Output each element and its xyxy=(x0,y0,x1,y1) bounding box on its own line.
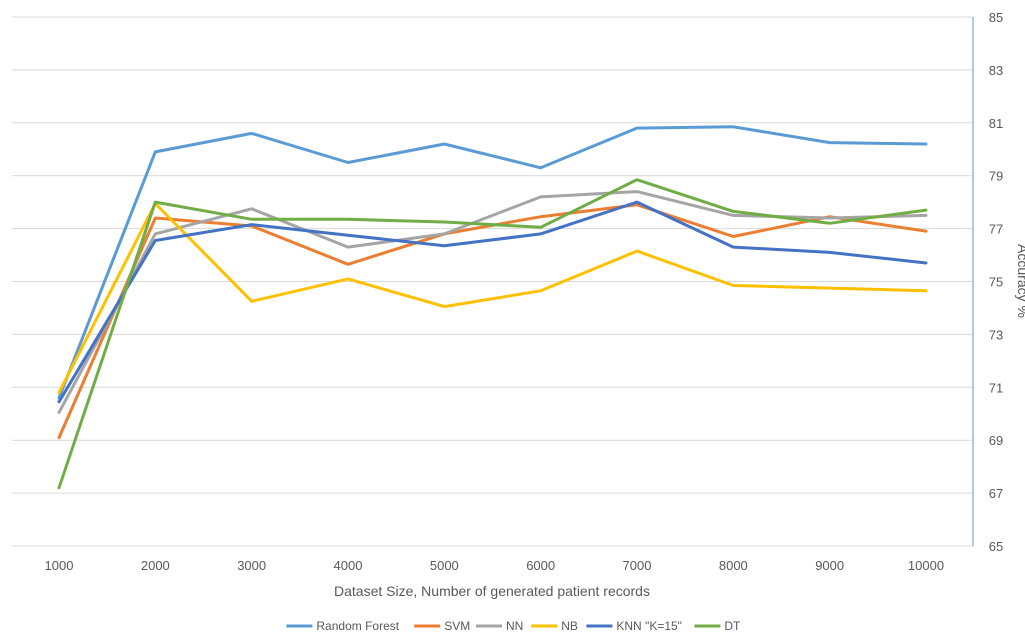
y-tick-labels: 65 67 69 71 73 75 77 79 81 83 85 xyxy=(989,10,1003,554)
y-tick-label: 73 xyxy=(989,327,1003,342)
legend-label: KNN "K=15" xyxy=(616,619,682,633)
y-tick-label: 85 xyxy=(989,10,1003,25)
legend-item: SVM xyxy=(414,619,470,633)
legend-item: Random Forest xyxy=(286,619,400,633)
x-tick-labels: 1000 2000 3000 4000 5000 6000 7000 8000 9000 1000… xyxy=(45,558,945,573)
y-tick-label: 75 xyxy=(989,275,1003,290)
x-tick-label: 7000 xyxy=(623,558,652,573)
x-tick-label: 1000 xyxy=(45,558,74,573)
x-axis-title: Dataset Size, Number of generated patien… xyxy=(334,583,650,599)
legend-item: NN xyxy=(476,619,523,633)
legend-label: NB xyxy=(561,619,578,633)
y-tick-label: 77 xyxy=(989,222,1003,237)
y-tick-label: 67 xyxy=(989,486,1003,501)
series-line-4 xyxy=(57,200,928,404)
y-tick-label: 69 xyxy=(989,433,1003,448)
legend: Random Forest SVM NN NB KNN "K=15" DT xyxy=(286,619,741,633)
legend-item: DT xyxy=(694,619,741,633)
y-tick-label: 65 xyxy=(989,539,1003,554)
legend-item: KNN "K=15" xyxy=(586,619,682,633)
series-lines xyxy=(57,125,928,490)
legend-item: NB xyxy=(531,619,578,633)
gridlines xyxy=(12,16,973,547)
y-tick-label: 83 xyxy=(989,63,1003,78)
legend-label: NN xyxy=(506,619,523,633)
x-tick-label: 2000 xyxy=(141,558,170,573)
legend-label: DT xyxy=(724,619,741,633)
x-tick-label: 9000 xyxy=(815,558,844,573)
series-line-5 xyxy=(57,178,928,490)
x-tick-label: 4000 xyxy=(334,558,363,573)
y-tick-label: 79 xyxy=(989,169,1003,184)
legend-label: Random Forest xyxy=(316,619,399,633)
x-tick-label: 6000 xyxy=(526,558,555,573)
x-tick-label: 5000 xyxy=(430,558,459,573)
legend-label: SVM xyxy=(444,619,470,633)
y-tick-label: 81 xyxy=(989,116,1003,131)
x-tick-label: 8000 xyxy=(719,558,748,573)
y-axis-title: Accuracy % xyxy=(1015,244,1025,318)
y-tick-label: 71 xyxy=(989,380,1003,395)
series-line-0 xyxy=(57,125,928,400)
x-tick-label: 3000 xyxy=(237,558,266,573)
x-tick-label: 10000 xyxy=(908,558,944,573)
series-line-3 xyxy=(57,202,928,395)
